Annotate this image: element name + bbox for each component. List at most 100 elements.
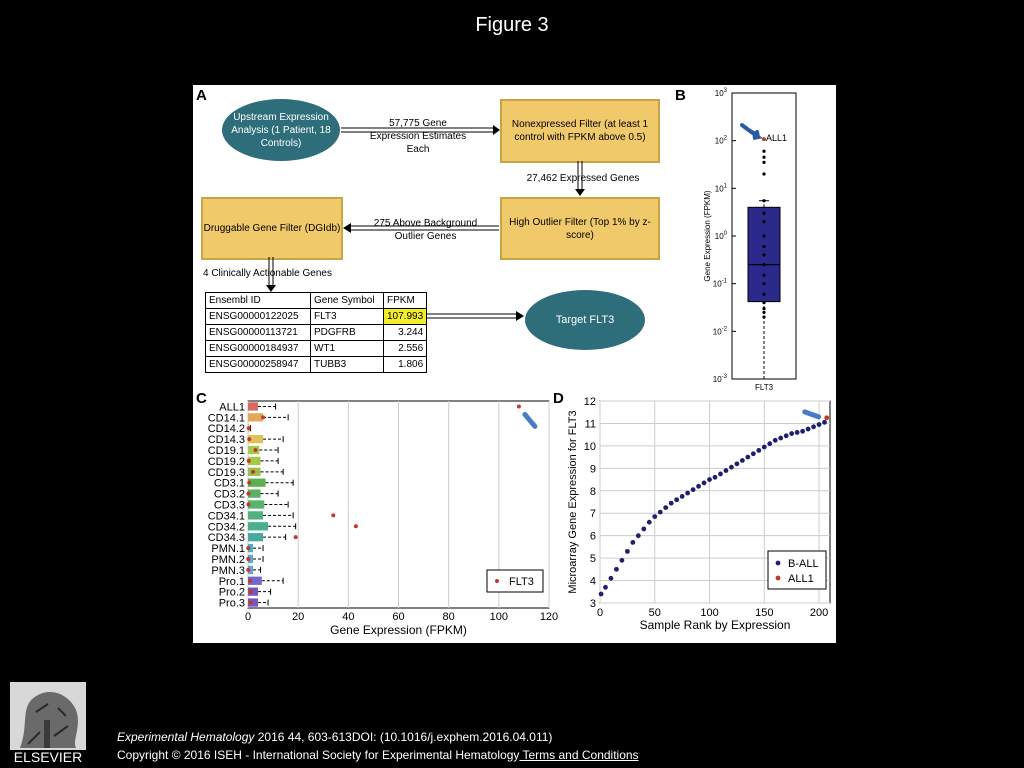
table-cell: ENSG00000258947 xyxy=(205,356,311,373)
y-tick-label: 100 xyxy=(715,231,728,241)
y-tick-label: 10 xyxy=(584,441,596,453)
category-label: ALL1 xyxy=(219,401,245,413)
actionable-genes-table: Ensembl ID Gene Symbol FPKM ENSG00000122… xyxy=(205,292,428,373)
arrow-nonexpressed-to-outlier xyxy=(577,161,583,190)
b-all-point xyxy=(652,514,658,519)
b-all-point xyxy=(608,575,614,581)
control-point xyxy=(762,220,766,224)
category-label: Pro.1 xyxy=(219,576,245,588)
table-cell: ENSG00000113721 xyxy=(205,324,311,341)
legend-label: FLT3 xyxy=(509,576,534,588)
y-tick-label: 9 xyxy=(590,463,596,475)
b-all-point xyxy=(663,505,669,511)
control-point xyxy=(762,172,766,176)
control-point xyxy=(762,155,766,159)
b-all-point xyxy=(712,474,718,480)
x-tick-label: 40 xyxy=(342,611,354,623)
y-tick-label: 102 xyxy=(715,136,728,146)
x-tick-label: 20 xyxy=(292,611,304,623)
category-label: CD14.2 xyxy=(208,423,245,435)
flt3-point xyxy=(246,567,251,572)
flt3-point xyxy=(248,578,253,583)
arrow-upstream-head xyxy=(493,125,500,135)
x-tick-label: 60 xyxy=(392,611,404,623)
control-point xyxy=(762,234,766,238)
y-axis-label: Microarray Gene Expression for FLT3 xyxy=(568,410,579,593)
b-all-point xyxy=(718,471,723,477)
category-label: CD34.1 xyxy=(208,510,245,522)
b-all-point xyxy=(734,461,740,467)
panel-c-chart: 0 20 40 60 80 100 120ALL1CD14.1CD14.2CD14.3CD1… xyxy=(208,400,558,637)
x-tick-label: 50 xyxy=(649,607,661,619)
panel-a-arrows xyxy=(266,125,585,321)
b-all-point xyxy=(674,497,680,503)
legend-box xyxy=(767,550,827,590)
upstream-analysis-text: Upstream Expression Analysis (1 Patient,… xyxy=(231,111,331,149)
arrow-table-to-target xyxy=(427,313,518,319)
flt3-point xyxy=(246,546,251,551)
b-all-point xyxy=(767,441,773,447)
legend-marker xyxy=(495,579,499,583)
panel-b-chart: 10-3 10-2 10-1 100 101 102 103 ALL1 FLT3 Gene Exp… xyxy=(703,88,797,392)
x-tick-label: 150 xyxy=(755,607,773,619)
flt3-point xyxy=(246,458,251,463)
y-tick-label: 6 xyxy=(590,531,596,543)
y-tick-label: 12 xyxy=(584,396,596,408)
category-label: CD19.1 xyxy=(208,445,245,457)
all1-point xyxy=(824,415,830,421)
b-all-point xyxy=(696,483,701,489)
x-tick-label: 120 xyxy=(540,611,558,623)
box xyxy=(248,413,264,422)
b-all-point xyxy=(745,454,751,460)
arrow-druggable-to-table xyxy=(268,257,274,287)
highlight-arrow-icon xyxy=(522,411,538,429)
control-point xyxy=(762,253,766,257)
table-cell: ENSG00000184937 xyxy=(205,340,311,357)
b-all-point xyxy=(723,468,729,473)
nonexpressed-filter-text: Nonexpressed Filter (at least 1 control … xyxy=(511,119,649,143)
arrow2-label: 27,462 Expressed Genes xyxy=(526,173,640,184)
category-label: Pro.2 xyxy=(219,587,245,599)
table-header: FPKM xyxy=(382,292,428,309)
table-row: ENSG00000258947 TUBB3 1.806 xyxy=(205,356,428,373)
b-all-point xyxy=(794,430,800,435)
category-label: PMN.2 xyxy=(211,554,245,566)
highlight-label: ALL1 xyxy=(766,133,787,143)
control-point xyxy=(762,263,766,267)
arrow4-label: 4 Clinically Actionable Genes xyxy=(203,268,332,279)
b-all-point xyxy=(739,458,745,463)
control-point xyxy=(762,306,766,311)
druggable-filter-text: Druggable Gene Filter (DGIdb) xyxy=(203,223,341,234)
x-axis-label: Gene Expression (FPKM) xyxy=(330,623,467,637)
citation-line: Experimental Hematology 2016 44, 603-613… xyxy=(117,730,552,744)
category-label: CD14.3 xyxy=(208,434,245,446)
copyright-line: Copyright © 2016 ISEH - International So… xyxy=(117,748,639,762)
b-all-point xyxy=(756,447,762,453)
publisher-name: ELSEVIER xyxy=(14,749,82,765)
control-point xyxy=(762,244,766,249)
b-all-point xyxy=(646,519,652,525)
y-tick-label: 8 xyxy=(590,486,596,498)
y-tick-label: 3 xyxy=(590,598,596,610)
arrow3-label: 275 Above Background Outlier Genes xyxy=(373,218,478,242)
b-all-point xyxy=(729,464,734,470)
copyright-text: Copyright © 2016 ISEH - International So… xyxy=(117,748,520,762)
box xyxy=(248,533,264,542)
table-header-row: Ensembl ID Gene Symbol FPKM xyxy=(205,292,428,309)
y-axis-label: Gene Expression (FPKM) xyxy=(703,190,712,281)
b-all-point xyxy=(789,431,795,436)
x-tick-label: 0 xyxy=(597,607,603,619)
b-all-point xyxy=(685,490,691,496)
flt3-point xyxy=(331,513,336,518)
control-point xyxy=(762,149,766,153)
box xyxy=(248,500,265,509)
legend-label: B-ALL xyxy=(788,558,819,570)
table-cell: WT1 xyxy=(310,340,384,357)
flt3-point xyxy=(293,535,298,540)
control-point xyxy=(762,199,766,203)
b-all-point xyxy=(630,540,636,545)
terms-link[interactable]: Terms and Conditions xyxy=(519,748,639,762)
y-tick-label: 7 xyxy=(590,508,596,520)
arrow-outlier-head xyxy=(343,223,351,233)
flt3-point xyxy=(353,524,358,529)
